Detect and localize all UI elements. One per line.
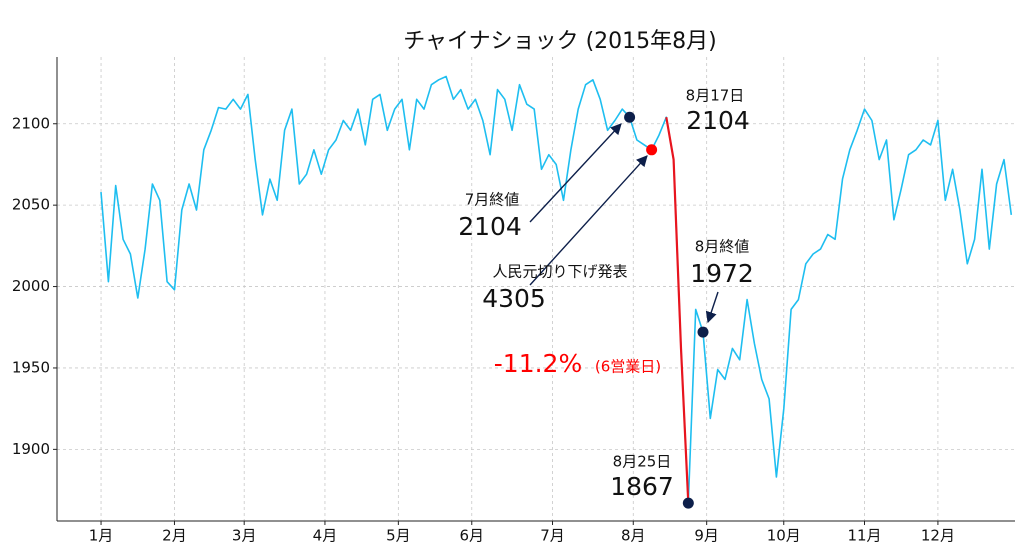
data-line: [100, 75, 1013, 504]
chart-title: チャイナショック (2015年8月): [403, 29, 717, 54]
annotation-value: 4305: [482, 284, 546, 313]
x-tick-label: 11月: [847, 527, 881, 545]
highlight-point: [697, 326, 709, 338]
annotation-label: 8月17日: [686, 87, 745, 105]
x-tick-label: 5月: [386, 527, 411, 545]
annotation-value: 2104: [458, 212, 522, 241]
annotation-label: 8月終値: [695, 238, 750, 256]
annotation-value: -11.2%: [494, 349, 582, 378]
x-tick-label: 2月: [162, 527, 187, 545]
x-tick-label: 3月: [232, 527, 257, 545]
y-tick-label: 1900: [12, 440, 50, 458]
highlight-point: [624, 111, 636, 123]
x-tick-label: 12月: [921, 527, 955, 545]
arrow: [529, 123, 622, 223]
highlight-point: [646, 144, 658, 156]
annotation-label: 7月終値: [465, 191, 520, 209]
x-tick-label: 9月: [694, 527, 719, 545]
x-tick-label: 10月: [767, 527, 801, 545]
annotation-value: 2104: [686, 106, 750, 135]
annotation-value: 1972: [690, 259, 754, 288]
annotation-label: 8月25日: [613, 453, 672, 471]
annotation-label: 人民元切り下げ発表: [492, 263, 627, 281]
annotation-value: 1867: [610, 472, 674, 501]
x-tick-label: 6月: [459, 527, 484, 545]
x-tick-label: 1月: [89, 527, 114, 545]
x-tick-label: 7月: [540, 527, 565, 545]
annotation-note: (6営業日): [595, 358, 661, 376]
data-line: [665, 117, 690, 504]
x-tick-label: 8月: [621, 527, 646, 545]
y-tick-label: 2050: [12, 196, 50, 214]
arrow: [705, 291, 719, 324]
arrow: [529, 155, 648, 286]
x-tick-label: 4月: [313, 527, 338, 545]
y-tick-label: 2100: [12, 114, 50, 132]
y-tick-label: 1950: [12, 358, 50, 376]
y-tick-label: 2000: [12, 277, 50, 295]
highlight-point: [682, 497, 694, 509]
